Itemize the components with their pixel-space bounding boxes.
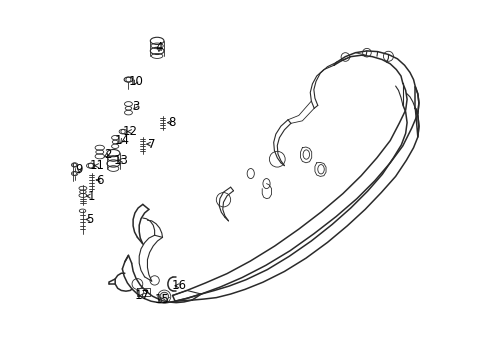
Text: 9: 9	[75, 163, 83, 176]
Text: 6: 6	[96, 174, 103, 186]
Text: 17: 17	[134, 289, 149, 302]
Text: 15: 15	[154, 293, 169, 306]
Text: 7: 7	[148, 138, 155, 150]
Text: 16: 16	[172, 279, 187, 292]
Text: 5: 5	[86, 213, 94, 226]
Text: 2: 2	[104, 148, 112, 161]
Text: 3: 3	[132, 100, 139, 113]
Text: 1: 1	[88, 190, 95, 203]
Circle shape	[160, 292, 169, 301]
Text: 4: 4	[155, 41, 163, 54]
Text: 10: 10	[128, 75, 144, 88]
Text: 13: 13	[114, 154, 129, 167]
Text: 12: 12	[122, 125, 138, 138]
Text: 8: 8	[168, 116, 175, 129]
Text: 11: 11	[90, 159, 105, 172]
Text: 14: 14	[115, 134, 130, 147]
